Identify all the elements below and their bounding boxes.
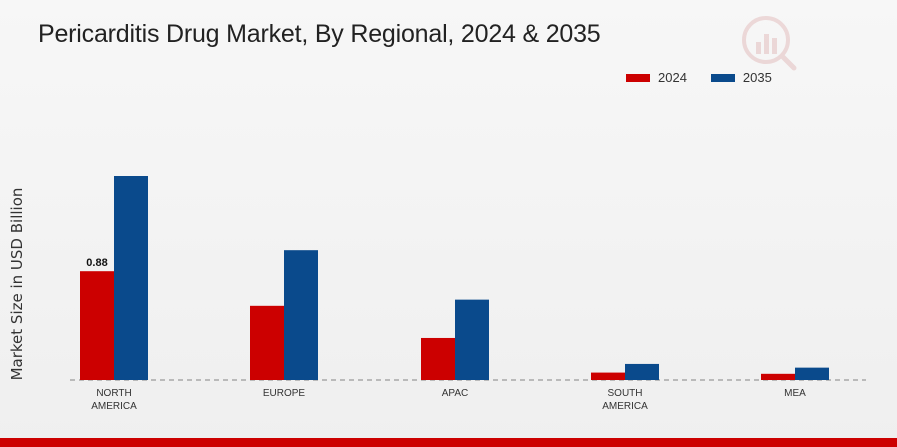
bar-2035-south-america — [625, 363, 659, 380]
bottom-accent-bar — [0, 438, 897, 447]
legend-label-2035: 2035 — [742, 70, 772, 85]
x-tick-label: EUROPE — [263, 388, 306, 399]
legend-swatch-2024 — [626, 73, 650, 82]
x-tick-label: APAC — [442, 388, 469, 399]
legend-item-2035: 2035 — [710, 70, 772, 85]
x-tick-label: MEA — [784, 388, 806, 399]
legend-label-2024: 2024 — [658, 70, 687, 85]
legend-item-2024: 2024 — [626, 70, 687, 85]
bar-2024-mea — [761, 373, 795, 380]
bar-2024-apac — [421, 337, 455, 380]
bar-2035-apac — [455, 299, 489, 380]
bar-2035-north-america — [114, 176, 148, 380]
logo-watermark-icon — [740, 14, 800, 74]
bar-2035-europe — [284, 250, 318, 380]
x-tick-label: NORTH AMERICA — [91, 388, 137, 412]
legend-swatch-2035 — [710, 73, 735, 82]
x-tick-label: SOUTH AMERICA — [602, 388, 648, 412]
chart-legend: 2024 2035 — [626, 70, 772, 85]
chart-title: Pericarditis Drug Market, By Regional, 2… — [38, 20, 601, 48]
bar-2035-mea — [795, 367, 829, 380]
bar-2024-europe — [250, 305, 284, 380]
bar-2024-north-america — [80, 271, 114, 380]
data-label: 0.88 — [86, 257, 107, 269]
bar-2024-south-america — [591, 372, 625, 380]
